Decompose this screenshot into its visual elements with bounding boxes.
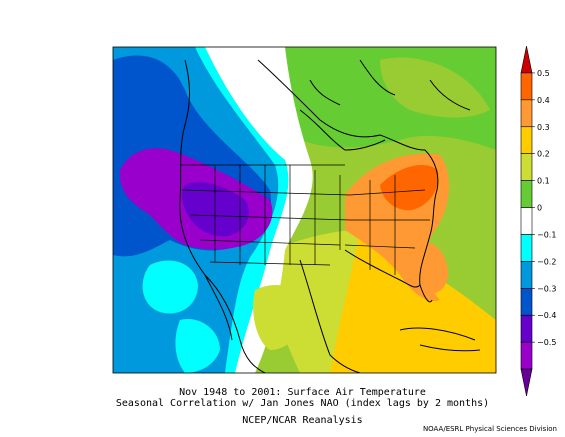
caption-line-3: NCEP/NCAR Reanalysis (242, 415, 363, 426)
colorbar-swatch (520, 261, 533, 289)
colorbar-tick-label: 0.1 (537, 177, 550, 186)
colorbar-swatch (520, 153, 533, 181)
credit-text: NOAA/ESRL Physical Sciences Division (422, 425, 557, 433)
colorbar-swatch (520, 72, 533, 101)
colorbar-swatch (520, 368, 533, 397)
colorbar-swatch (520, 126, 533, 154)
colorbar-tick-label: −0.2 (537, 257, 556, 266)
colorbar-tick-label: 0 (537, 204, 542, 213)
state-borders (180, 164, 430, 275)
colorbar-swatch (520, 45, 533, 74)
colorbar-swatch (520, 314, 533, 343)
colorbar-swatch (520, 288, 533, 316)
colorbar-swatch (520, 99, 533, 128)
colorbar-swatch (520, 180, 533, 208)
colorbar: 0.5 0.4 0.3 0.2 0.1 0 −0.1 −0.2 −0.3 −0.4 −0.5 (520, 45, 556, 397)
colorbar-swatch (520, 207, 533, 235)
colorbar-tick-label: 0.4 (537, 96, 550, 105)
colorbar-tick-label: −0.4 (537, 311, 556, 320)
colorbar-swatch (520, 234, 533, 262)
colorbar-swatch (520, 341, 533, 370)
caption-line-2: Seasonal Correlation w/ Jan Jones NAO (i… (115, 398, 490, 409)
colorbar-tick-label: −0.1 (537, 230, 556, 239)
caption-line-1: Nov 1948 to 2001: Surface Air Temperatur… (179, 387, 426, 398)
colorbar-tick-label: 0.3 (537, 123, 550, 132)
colorbar-tick-label: 0.2 (537, 150, 550, 159)
colorbar-tick-label: −0.3 (537, 284, 556, 293)
colorbar-tick-label: 0.5 (537, 69, 550, 78)
coastlines (179, 59, 481, 373)
map-frame (112, 46, 497, 374)
colorbar-tick-label: −0.5 (537, 338, 556, 347)
correlation-field (113, 47, 496, 373)
